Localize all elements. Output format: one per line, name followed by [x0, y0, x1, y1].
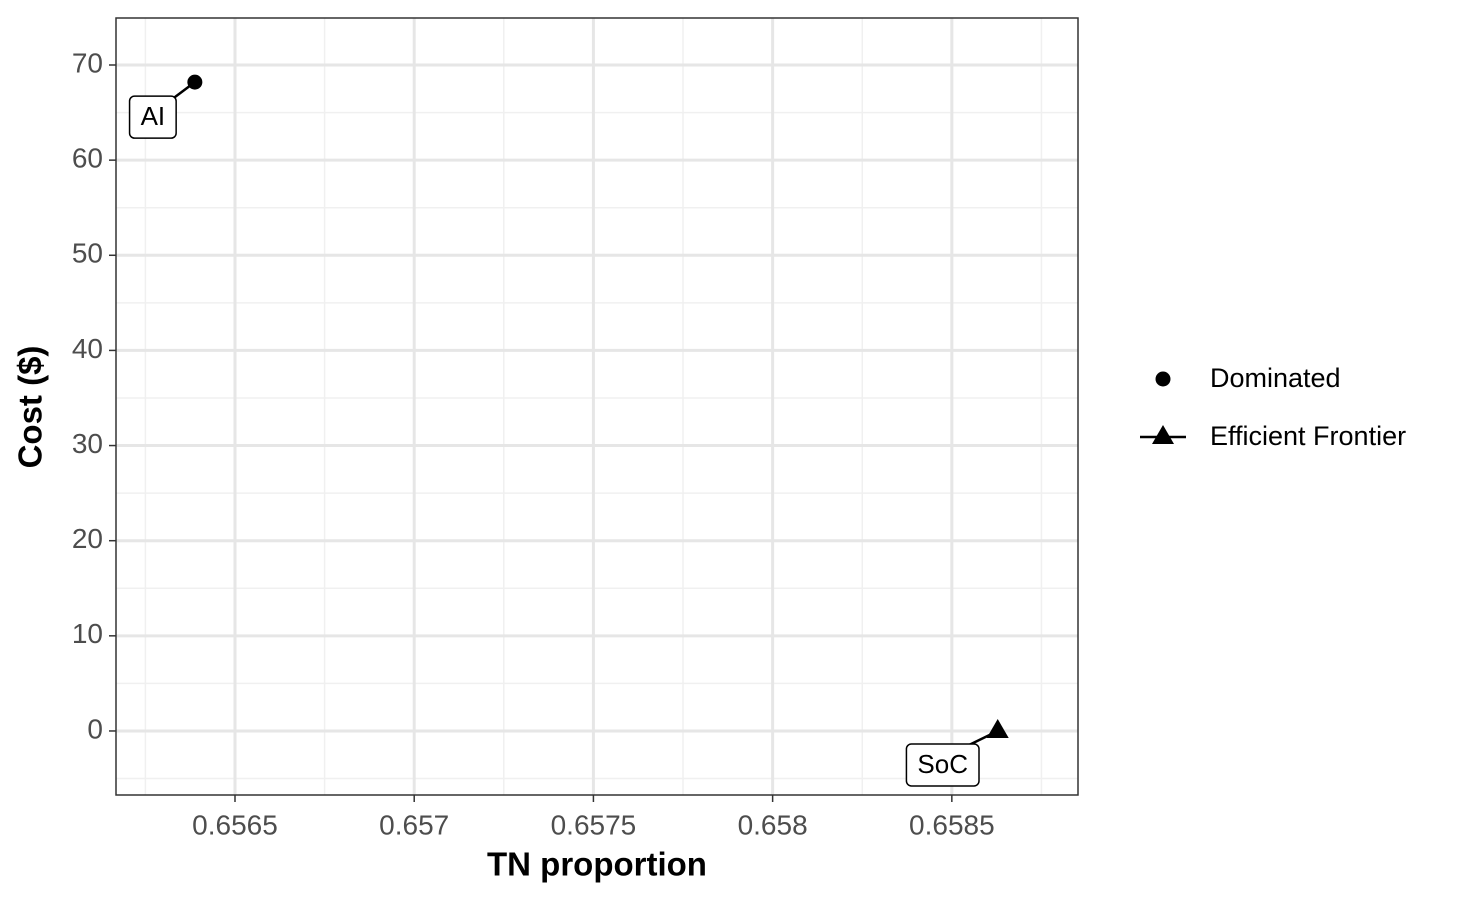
y-tick-label: 0: [87, 713, 103, 744]
y-tick-label: 60: [72, 143, 103, 174]
x-tick-label: 0.657: [379, 809, 449, 840]
panel-border: [115, 17, 1079, 796]
label-box: [128, 95, 177, 139]
x-tick-label: 0.6575: [551, 809, 637, 840]
legend-key: [1152, 425, 1174, 444]
x-tick-label: 0.6565: [192, 809, 278, 840]
legend-label: Dominated: [1210, 363, 1341, 393]
label-box: [905, 743, 980, 787]
y-tick-label: 20: [72, 523, 103, 554]
legend-label: Efficient Frontier: [1210, 421, 1406, 451]
point: [986, 718, 1009, 738]
y-tick-label: 40: [72, 333, 103, 364]
point-label: AI: [141, 101, 166, 131]
x-axis-title: TN proportion: [487, 846, 707, 883]
x-tick-label: 0.6585: [909, 809, 995, 840]
y-tick-label: 70: [72, 47, 103, 78]
y-tick-label: 10: [72, 618, 103, 649]
x-tick-label: 0.658: [738, 809, 808, 840]
y-tick-label: 30: [72, 428, 103, 459]
point: [187, 74, 203, 90]
y-tick-label: 50: [72, 238, 103, 269]
point-label: SoC: [917, 749, 968, 779]
legend-key: [1155, 371, 1171, 387]
y-axis-title: Cost ($): [12, 346, 49, 469]
